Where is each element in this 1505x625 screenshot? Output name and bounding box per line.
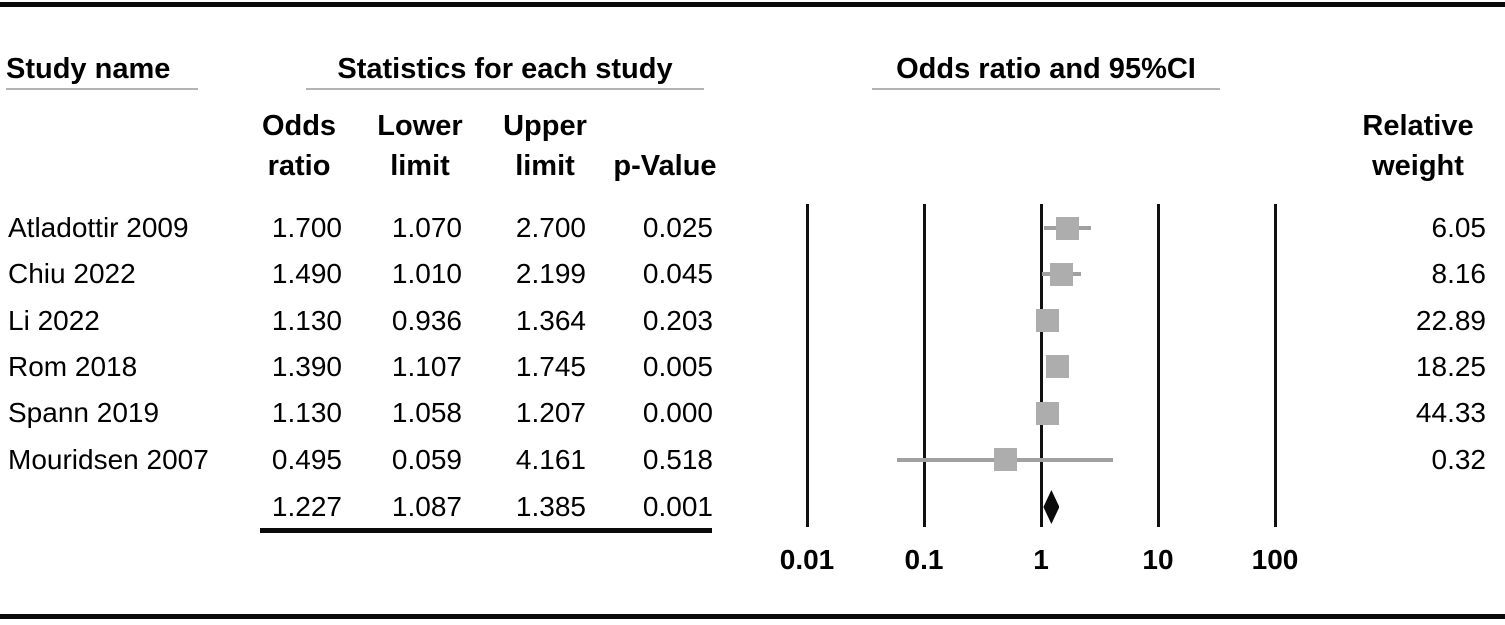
axis-line	[1273, 204, 1277, 527]
statistics-header: Statistics for each study	[306, 50, 704, 90]
table-row: Li 2022 1.130 0.936 1.364 0.203 22.89	[0, 304, 1505, 338]
relative-weight-value: 44.33	[1415, 397, 1486, 429]
relative-weight-value: 8.16	[1431, 258, 1487, 290]
odds-ratio-value: 1.130	[271, 397, 342, 429]
lower-limit-value: 0.059	[391, 443, 462, 475]
upper-limit-column-header: Upper limit	[503, 110, 587, 182]
axis-tick-label: 100	[1251, 544, 1299, 575]
upper-limit-value: 1.207	[515, 397, 586, 429]
summary-odds-ratio: 1.227	[271, 491, 342, 522]
study-name: Atladottir 2009	[8, 212, 189, 243]
p-value: 0.203	[642, 304, 713, 336]
axis-line	[1156, 204, 1160, 527]
top-rule	[0, 2, 1505, 7]
bottom-rule	[0, 614, 1505, 619]
study-marker-square	[1035, 309, 1059, 333]
relative-weight-value: 0.32	[1431, 443, 1487, 475]
summary-diamond	[1043, 490, 1060, 524]
study-marker-square	[993, 448, 1017, 471]
table-row: Spann 2019 1.130 1.058 1.207 0.000 44.33	[0, 396, 1505, 430]
relative-weight-value: 6.05	[1431, 212, 1487, 243]
lower-limit-value: 1.070	[391, 212, 462, 243]
relative-weight-value: 18.25	[1415, 350, 1486, 382]
odds-ratio-value: 1.490	[271, 258, 342, 290]
axis-tick-label: 0.01	[779, 544, 835, 575]
study-marker-square	[1049, 262, 1073, 286]
relative-weight-column-header: Relative weight	[1362, 110, 1474, 182]
p-value: 0.045	[642, 258, 713, 290]
summary-underline	[260, 528, 712, 533]
relative-weight-value: 22.89	[1415, 304, 1486, 336]
odds-ratio-value: 1.390	[271, 350, 342, 382]
summary-p-value: 0.001	[642, 491, 713, 522]
upper-limit-value: 2.199	[515, 258, 586, 290]
summary-lower-limit: 1.087	[391, 491, 462, 522]
axis-line	[922, 204, 926, 527]
axis-line	[1039, 204, 1043, 527]
p-value: 0.000	[642, 397, 713, 429]
study-name: Li 2022	[8, 304, 100, 336]
p-value: 0.005	[642, 350, 713, 382]
table-row: Chiu 2022 1.490 1.010 2.199 0.045 8.16	[0, 257, 1505, 291]
study-marker-square	[1046, 355, 1070, 379]
lower-limit-value: 1.010	[391, 258, 462, 290]
lower-limit-column-header: Lower limit	[377, 110, 463, 182]
table-row: Mouridsen 2007 0.495 0.059 4.161 0.518 0…	[0, 443, 1505, 477]
upper-limit-value: 2.700	[515, 212, 586, 243]
study-name: Rom 2018	[8, 350, 138, 382]
p-value: 0.518	[642, 443, 713, 475]
odds-ratio-column-header: Odds ratio	[261, 110, 337, 182]
odds-ratio-ci-header: Odds ratio and 95%CI	[872, 50, 1220, 90]
odds-ratio-value: 1.700	[271, 212, 342, 243]
upper-limit-value: 1.364	[515, 304, 586, 336]
axis-tick-label: 10	[1142, 544, 1174, 575]
lower-limit-value: 0.936	[391, 304, 462, 336]
study-marker-square	[1056, 216, 1080, 240]
axis-tick-label: 1	[1033, 544, 1049, 575]
study-name: Spann 2019	[8, 397, 160, 429]
p-value: 0.025	[642, 212, 713, 243]
odds-ratio-value: 1.130	[271, 304, 342, 336]
study-marker-square	[1035, 401, 1059, 425]
axis-line	[805, 204, 809, 527]
study-name: Mouridsen 2007	[8, 443, 209, 475]
lower-limit-value: 1.107	[391, 350, 462, 382]
upper-limit-value: 1.745	[515, 350, 586, 382]
table-row: Atladottir 2009 1.700 1.070 2.700 0.025 …	[0, 211, 1505, 245]
axis-tick-label: 0.1	[904, 544, 944, 575]
study-name-header: Study name	[6, 50, 198, 90]
odds-ratio-value: 0.495	[271, 443, 342, 475]
lower-limit-value: 1.058	[391, 397, 462, 429]
upper-limit-value: 4.161	[515, 443, 586, 475]
summary-upper-limit: 1.385	[515, 491, 586, 522]
study-name: Chiu 2022	[8, 258, 136, 290]
table-row: Rom 2018 1.390 1.107 1.745 0.005 18.25	[0, 350, 1505, 384]
summary-row: 1.227 1.087 1.385 0.001	[0, 490, 1505, 524]
p-value-column-header: p-Value	[613, 150, 717, 182]
